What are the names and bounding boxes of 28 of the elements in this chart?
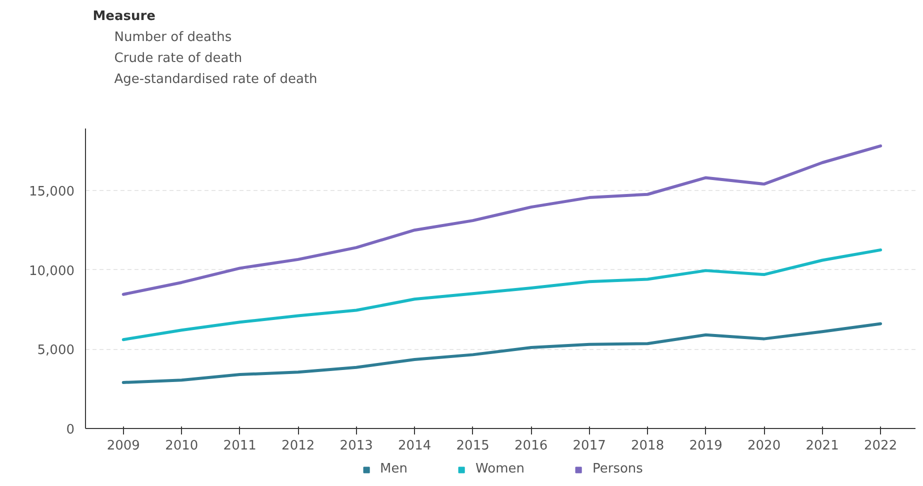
text: Number of deaths — [114, 30, 232, 45]
text: Age-standardised rate of death — [114, 72, 318, 87]
line-series — [122, 144, 882, 296]
y-tick-label: 0 — [66, 422, 75, 438]
legend-label: Persons — [592, 462, 643, 476]
x-tick-label: 2018 — [631, 438, 664, 454]
x-tick-label: 2009 — [106, 438, 140, 454]
text: Crude rate of death — [114, 51, 242, 66]
text: Measure — [92, 9, 156, 24]
x-tick-label: 2017 — [572, 438, 606, 454]
x-tick-label: 2021 — [806, 438, 839, 454]
x-tick-label: 2010 — [165, 438, 198, 454]
legend-label: Women — [476, 462, 524, 476]
x-tick-label: 2013 — [340, 438, 373, 454]
x-tick-label: 2022 — [864, 438, 898, 454]
line-series — [122, 248, 882, 342]
line-series — [122, 322, 882, 384]
y-tick-label: 10,000 — [29, 264, 75, 279]
x-tick-label: 2020 — [748, 438, 781, 454]
x-tick-label: 2011 — [223, 438, 256, 454]
x-tick-label: 2015 — [456, 438, 490, 454]
y-tick-label: 5,000 — [37, 343, 74, 358]
x-tick-label: 2016 — [514, 438, 548, 454]
x-tick-label: 2012 — [282, 438, 315, 454]
legend-label: Men — [380, 462, 408, 476]
y-tick-label: 15,000 — [29, 184, 75, 200]
x-tick-label: 2014 — [398, 438, 432, 454]
x-tick-label: 2019 — [689, 438, 722, 454]
